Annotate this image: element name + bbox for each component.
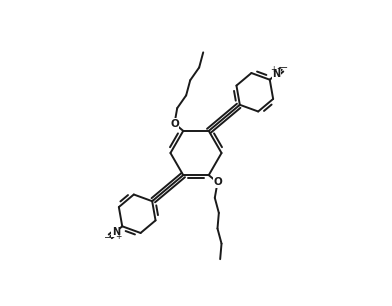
Text: −: − [280,63,288,73]
Text: O: O [170,118,179,129]
Text: O: O [213,177,222,188]
Text: −: − [104,233,112,243]
Text: +: + [116,232,122,241]
Text: N: N [272,69,280,79]
Text: N: N [112,227,120,237]
Text: +: + [270,65,276,74]
